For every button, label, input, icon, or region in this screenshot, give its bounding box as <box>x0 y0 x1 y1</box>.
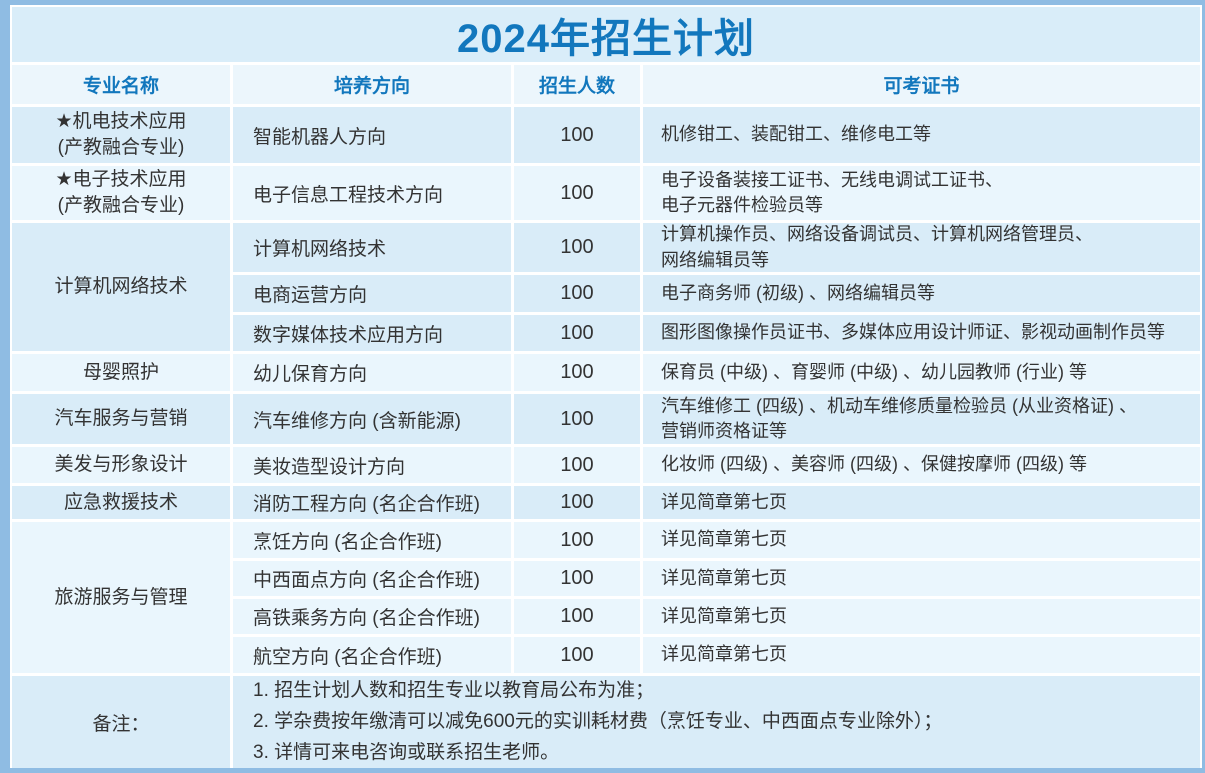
count-cell: 100 <box>514 223 640 272</box>
direction-cell: 智能机器人方向 <box>233 107 511 163</box>
certs-cell: 详见简章第七页 <box>643 522 1200 558</box>
count-cell: 100 <box>514 447 640 483</box>
major-cell: 计算机网络技术 <box>12 223 230 351</box>
major-cell: ★机电技术应用 (产教融合专业) <box>12 107 230 163</box>
major-cell: 美发与形象设计 <box>12 447 230 483</box>
certs-cell: 计算机操作员、网络设备调试员、计算机网络管理员、 网络编辑员等 <box>643 223 1200 272</box>
certs-cell: 汽车维修工 (四级) 、机动车维修质量检验员 (从业资格证) 、 营销师资格证等 <box>643 394 1200 444</box>
direction-cell: 高铁乘务方向 (名企合作班) <box>233 599 511 634</box>
direction-cell: 汽车维修方向 (含新能源) <box>233 394 511 444</box>
note-item: 3. 详情可来电咨询或联系招生老师。 <box>253 741 560 763</box>
count-cell: 100 <box>514 522 640 558</box>
count-cell: 100 <box>514 107 640 163</box>
certs-cell: 电子设备装接工证书、无线电调试工证书、 电子元器件检验员等 <box>643 166 1200 220</box>
major-cell: ★电子技术应用 (产教融合专业) <box>12 166 230 220</box>
certs-cell: 机修钳工、装配钳工、维修电工等 <box>643 107 1200 163</box>
direction-cell: 航空方向 (名企合作班) <box>233 637 511 673</box>
title-banner: 2024年招生计划 <box>12 7 1200 62</box>
direction-cell: 数字媒体技术应用方向 <box>233 315 511 351</box>
major-cell: 汽车服务与营销 <box>12 394 230 444</box>
column-header-certs: 可考证书 <box>643 65 1200 104</box>
count-cell: 100 <box>514 275 640 312</box>
major-cell: 应急救援技术 <box>12 486 230 519</box>
direction-cell: 电子信息工程技术方向 <box>233 166 511 220</box>
certs-cell: 化妆师 (四级) 、美容师 (四级) 、保健按摩师 (四级) 等 <box>643 447 1200 483</box>
direction-cell: 中西面点方向 (名企合作班) <box>233 561 511 596</box>
count-cell: 100 <box>514 561 640 596</box>
direction-cell: 幼儿保育方向 <box>233 354 511 391</box>
direction-cell: 美妆造型设计方向 <box>233 447 511 483</box>
certs-cell: 详见简章第七页 <box>643 599 1200 634</box>
notes-body: 1. 招生计划人数和招生专业以教育局公布为准； 2. 学杂费按年缴清可以减免60… <box>233 676 1200 769</box>
certs-cell: 详见简章第七页 <box>643 561 1200 596</box>
count-cell: 100 <box>514 486 640 519</box>
direction-cell: 烹饪方向 (名企合作班) <box>233 522 511 558</box>
direction-cell: 消防工程方向 (名企合作班) <box>233 486 511 519</box>
column-header-direction: 培养方向 <box>233 65 511 104</box>
certs-cell: 图形图像操作员证书、多媒体应用设计师证、影视动画制作员等 <box>643 315 1200 351</box>
certs-cell: 详见简章第七页 <box>643 637 1200 673</box>
note-item: 1. 招生计划人数和招生专业以教育局公布为准； <box>253 680 655 701</box>
direction-cell: 电商运营方向 <box>233 275 511 312</box>
count-cell: 100 <box>514 354 640 391</box>
enrollment-table: 2024年招生计划 专业名称 培养方向 招生人数 可考证书 ★机电技术应用 (产… <box>12 7 1200 769</box>
column-header-count: 招生人数 <box>514 65 640 104</box>
count-cell: 100 <box>514 166 640 220</box>
certs-cell: 电子商务师 (初级) 、网络编辑员等 <box>643 275 1200 312</box>
count-cell: 100 <box>514 315 640 351</box>
page-title: 2024年招生计划 <box>457 16 755 61</box>
table-panel: 2024年招生计划 专业名称 培养方向 招生人数 可考证书 ★机电技术应用 (产… <box>10 5 1202 769</box>
notes-label: 备注： <box>12 676 230 769</box>
count-cell: 100 <box>514 394 640 444</box>
direction-cell: 计算机网络技术 <box>233 223 511 272</box>
major-cell: 母婴照护 <box>12 354 230 391</box>
note-item: 2. 学杂费按年缴清可以减免600元的实训耗材费（烹饪专业、中西面点专业除外）； <box>253 710 943 732</box>
certs-cell: 详见简章第七页 <box>643 486 1200 519</box>
column-header-major: 专业名称 <box>12 65 230 104</box>
certs-cell: 保育员 (中级) 、育婴师 (中级) 、幼儿园教师 (行业) 等 <box>643 354 1200 391</box>
count-cell: 100 <box>514 599 640 634</box>
count-cell: 100 <box>514 637 640 673</box>
major-cell: 旅游服务与管理 <box>12 522 230 673</box>
